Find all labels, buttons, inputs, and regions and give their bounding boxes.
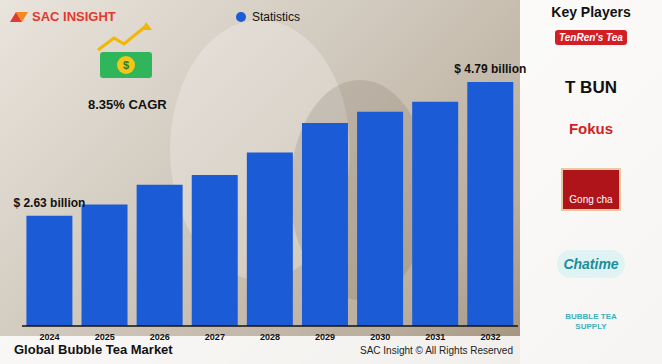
svg-text:2026: 2026 xyxy=(150,332,170,342)
html-text:SAC Insight © All Rights Reser: SAC Insight © All Rights Reserved xyxy=(360,345,513,356)
html-text:Statistics: Statistics xyxy=(252,10,300,24)
html-text:Gong cha: Gong cha xyxy=(569,194,613,205)
svg-text:2025: 2025 xyxy=(95,332,115,342)
svg-text:2028: 2028 xyxy=(260,332,280,342)
svg-text:2029: 2029 xyxy=(315,332,335,342)
html-text:Key Players: Key Players xyxy=(551,4,631,20)
html-text:Chatime: Chatime xyxy=(563,256,619,272)
svg-text:2031: 2031 xyxy=(425,332,445,342)
svg-text:$ 4.79 billion: $ 4.79 billion xyxy=(454,62,526,76)
html-text:Global Bubble Tea Market: Global Bubble Tea Market xyxy=(14,342,173,357)
html-text:TenRen's Tea: TenRen's Tea xyxy=(559,32,623,43)
html-text:Fokus: Fokus xyxy=(568,120,614,137)
html-text:T BUN: T BUN xyxy=(565,78,617,97)
svg-text:2032: 2032 xyxy=(480,332,500,342)
svg-text:2027: 2027 xyxy=(205,332,225,342)
html-text:8.35% CAGR: 8.35% CAGR xyxy=(88,97,167,112)
svg-text:2030: 2030 xyxy=(370,332,390,342)
html-text:BUBBLE TEA SUPPLY: BUBBLE TEA SUPPLY xyxy=(565,312,617,331)
svg-text:$: $ xyxy=(123,59,129,71)
svg-text:2024: 2024 xyxy=(40,332,60,342)
svg-text:$ 2.63 billion: $ 2.63 billion xyxy=(13,196,85,210)
html-text:SAC INSIGHT: SAC INSIGHT xyxy=(32,9,116,24)
